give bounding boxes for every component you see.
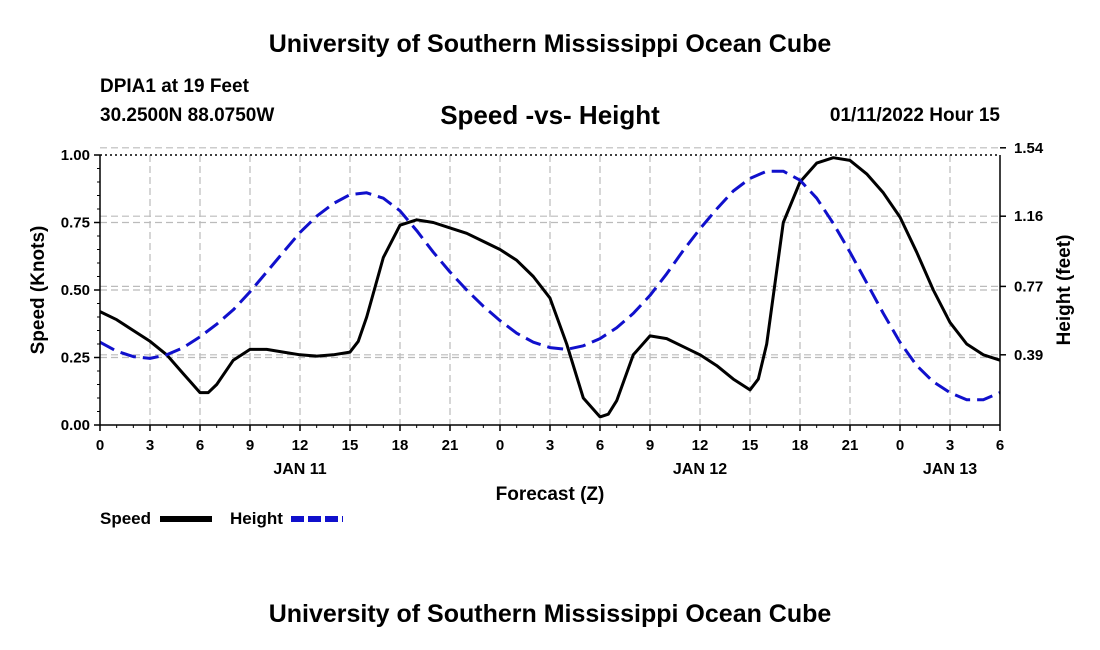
x-tick-label: 3 [946,437,954,454]
legend-height-swatch [291,516,343,522]
x-axis-title: Forecast (Z) [496,484,605,505]
station-coordinates: 30.2500N 88.0750W [100,105,275,126]
y-tick-label-right: 0.77 [1014,278,1043,295]
x-tick-label: 12 [692,437,709,454]
x-tick-label: 12 [292,437,309,454]
x-tick-label: 3 [146,437,154,454]
y-tick-label-left: 0.00 [61,417,90,434]
y-tick-label-left: 0.75 [61,215,90,232]
y-tick-label-right: 0.39 [1014,347,1043,364]
x-tick-label: 3 [546,437,554,454]
y-axis-title-right: Height (feet) [1054,235,1075,346]
y-tick-label-left: 0.25 [61,350,90,367]
x-tick-label: 21 [842,437,859,454]
x-tick-label: 6 [596,437,604,454]
x-tick-label: 0 [96,437,104,454]
x-tick-label: 18 [392,437,409,454]
footer-title: University of Southern Mississippi Ocean… [268,600,832,628]
y-axis-title-left: Speed (Knots) [28,226,49,355]
station-label: DPIA1 at 19 Feet [100,76,249,97]
y-tick-label-left: 0.50 [61,282,90,299]
y-tick-label-left: 1.00 [61,147,90,164]
y-tick-label-right: 1.54 [1014,140,1044,157]
x-tick-label: 6 [996,437,1004,454]
x-tick-label: 21 [442,437,459,454]
x-date-label: JAN 12 [673,461,727,478]
legend-height-label: Height [230,509,283,528]
y-tick-label-right: 1.16 [1014,208,1043,225]
series-line-height [99,169,1001,402]
legend-speed-swatch [160,516,212,522]
x-date-label: JAN 13 [923,461,977,478]
x-tick-label: 15 [342,437,359,454]
x-tick-label: 9 [246,437,254,454]
x-tick-label: 18 [792,437,809,454]
x-date-label: JAN 11 [273,461,326,478]
x-tick-label: 15 [742,437,759,454]
x-tick-label: 6 [196,437,204,454]
page-title: University of Southern Mississippi Ocean… [268,30,832,58]
x-tick-label: 9 [646,437,654,454]
x-tick-label: 0 [496,437,504,454]
chart-subtitle: Speed -vs- Height [440,100,660,130]
legend-speed-label: Speed [100,509,152,528]
series-line-speed [99,156,1001,419]
run-time-label: 01/11/2022 Hour 15 [829,105,1000,126]
x-tick-label: 0 [896,437,904,454]
